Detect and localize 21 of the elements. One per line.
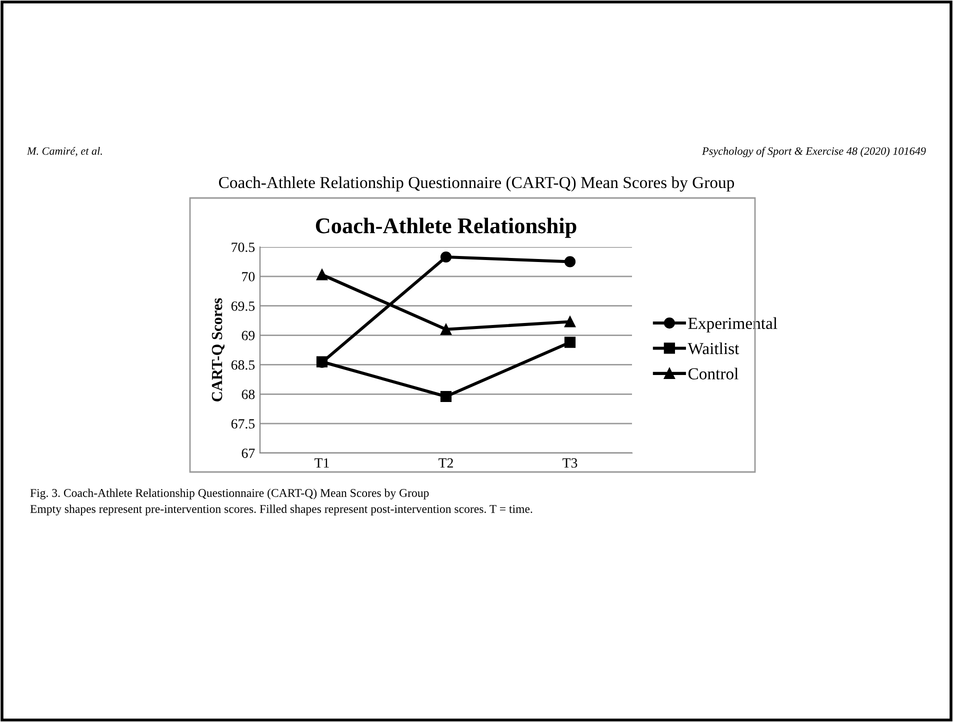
y-tick-label: 69.5 (231, 301, 255, 311)
legend-label: Control (688, 368, 738, 380)
y-tick-label: 68.5 (231, 360, 255, 370)
x-tick-label: T3 (562, 458, 578, 468)
text: Empty shapes represent pre-intervention scores. Filled shapes represent post-intervention scores. T = time. (30, 504, 532, 516)
chart-subtitle: Coach-Athlete Relationship Questionnaire (CART-Q) Mean Scores by Group (219, 176, 734, 192)
y-tick-label: 68 (242, 390, 255, 400)
y-tick-label: 67.5 (231, 419, 255, 429)
text: Psychology of Sport & Exercise 48 (2020) 101649 (702, 146, 926, 158)
text: M. Camiré, et al. (26, 146, 102, 156)
legend-label: Experimental (688, 317, 778, 332)
chart-title: Coach-Athlete Relationship (316, 218, 576, 238)
y-tick-label: 70.5 (232, 242, 255, 252)
x-tick-label: T2 (438, 458, 453, 468)
y-tick-label: 67 (242, 448, 255, 458)
caption: Fig. 3. Coach-Athlete Relationship Questionnaire (CART-Q) Mean Scores by Group (30, 488, 429, 500)
legend-label: Waitlist (688, 342, 740, 354)
y-tick-label: 69 (242, 330, 255, 340)
y-axis-title: CART-Q Scores (212, 298, 224, 402)
y-tick-label: 70 (242, 272, 255, 282)
x-tick-label: T1 (314, 458, 329, 468)
